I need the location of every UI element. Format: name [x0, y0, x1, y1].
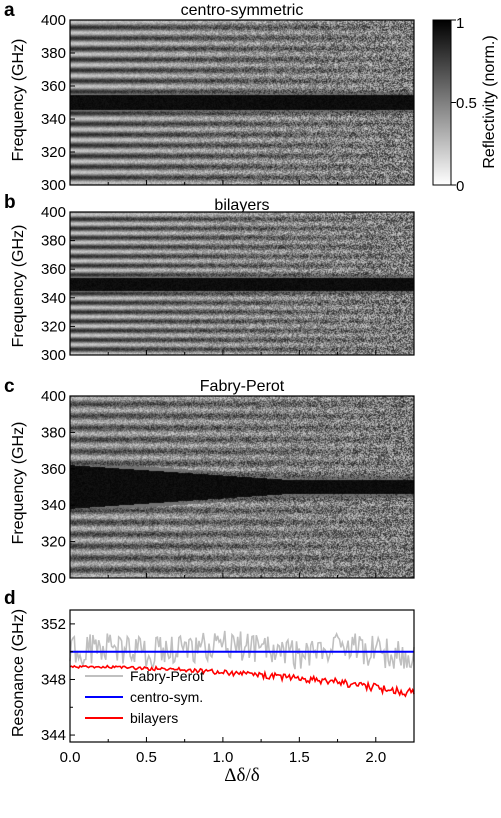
- panel-a-ylabel: Frequency (GHz): [10, 39, 27, 162]
- y-tick-label: 352: [41, 616, 66, 633]
- panel-label-a: a: [4, 0, 15, 21]
- y-tick-label: 380: [41, 45, 66, 62]
- colorbar-label: Reflectivity (norm.): [481, 35, 498, 168]
- panel-a-title: centro-symmetric: [181, 2, 304, 19]
- series-line-fabry-perot: [69, 630, 415, 670]
- x-tick-label: 0.5: [136, 749, 157, 766]
- legend-label-bilayers: bilayers: [130, 710, 178, 726]
- colorbar-tick-label-0: 0: [456, 178, 464, 195]
- colorbar-tick-label-1: 1: [456, 15, 464, 32]
- y-tick-label: 360: [41, 461, 66, 478]
- y-tick-label: 340: [41, 497, 66, 514]
- y-tick-label: 400: [41, 388, 66, 405]
- panel-d-ylabel: Resonance (GHz): [10, 609, 27, 737]
- panel-label-c: c: [4, 376, 15, 397]
- x-tick-label: 2.0: [365, 749, 386, 766]
- x-tick-label: 0.0: [60, 749, 81, 766]
- series-line-bilayers: [69, 664, 415, 698]
- plot-frame: [69, 211, 415, 356]
- y-tick-label: 340: [41, 111, 66, 128]
- legend: Fabry-Perot centro-sym. bilayers: [85, 668, 204, 726]
- heatmap-centro-symmetric: 300 320 340 360 380 400: [41, 12, 415, 194]
- y-tick-label: 380: [41, 233, 66, 250]
- y-tick-label: 320: [41, 144, 66, 161]
- legend-label-fabry-perot: Fabry-Perot: [130, 668, 204, 684]
- y-tick-label: 344: [41, 727, 66, 744]
- y-tick-label: 348: [41, 671, 66, 688]
- colorbar: [432, 19, 452, 186]
- heatmap-bilayers: 300 320 340 360 380 400: [41, 204, 415, 364]
- panel-b-title: bilayers: [214, 197, 269, 214]
- resonance-plot: 344 348 352 0.0 0.5 1.0 1.5 2.0: [41, 609, 415, 766]
- plot-frame: [69, 19, 415, 186]
- panel-d-xlabel: Δδ/δ: [224, 765, 259, 786]
- y-tick-label: 360: [41, 261, 66, 278]
- y-tick-label: 300: [41, 177, 66, 194]
- y-tick-label: 380: [41, 424, 66, 441]
- y-tick-label: 320: [41, 534, 66, 551]
- y-tick-label: 300: [41, 570, 66, 587]
- plot-frame: [69, 395, 415, 579]
- legend-label-centro-sym: centro-sym.: [130, 689, 203, 705]
- panel-b-ylabel: Frequency (GHz): [10, 225, 27, 348]
- heatmap-image: [70, 212, 414, 355]
- y-tick-label: 320: [41, 318, 66, 335]
- y-tick-label: 400: [41, 204, 66, 221]
- y-tick-label: 400: [41, 12, 66, 29]
- x-tick-label: 1.0: [212, 749, 233, 766]
- x-tick-label: 1.5: [289, 749, 310, 766]
- heatmap-image: [70, 20, 414, 185]
- y-tick-label: 360: [41, 78, 66, 95]
- panel-label-b: b: [4, 192, 16, 213]
- panel-label-d: d: [4, 588, 16, 609]
- y-tick-label: 300: [41, 347, 66, 364]
- colorbar-tick-label-05: 0.5: [456, 95, 477, 112]
- heatmap-fabry-perot: 300 320 340 360 380 400: [41, 388, 415, 587]
- panel-c-title: Fabry-Perot: [200, 378, 285, 395]
- plot-frame: [69, 609, 415, 743]
- panel-c-ylabel: Frequency (GHz): [10, 422, 27, 545]
- heatmap-image: [70, 396, 414, 578]
- y-tick-label: 340: [41, 290, 66, 307]
